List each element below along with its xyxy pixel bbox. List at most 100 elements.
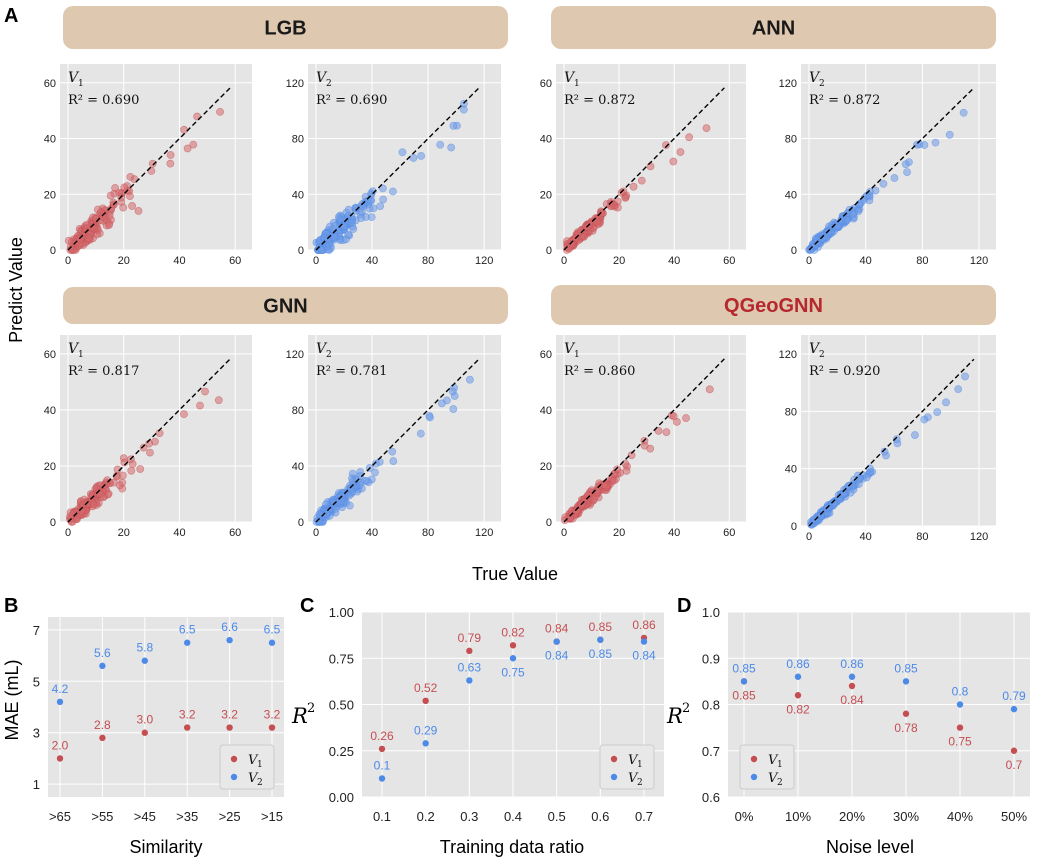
data-point bbox=[180, 410, 188, 419]
data-point bbox=[99, 734, 106, 742]
data-label: 3.2 bbox=[264, 708, 281, 722]
data-label: 4.2 bbox=[52, 682, 69, 696]
data-point bbox=[268, 724, 276, 731]
data-point bbox=[141, 657, 148, 664]
r2-annotation: R² = 0.817 bbox=[68, 364, 139, 379]
x-tick-label: 120 bbox=[475, 255, 493, 267]
data-point bbox=[685, 133, 694, 142]
data-point bbox=[105, 221, 113, 229]
subplot-label-main: V bbox=[809, 70, 821, 86]
data-point bbox=[115, 481, 124, 490]
y-tick-label: 80 bbox=[292, 405, 304, 417]
data-point bbox=[398, 148, 407, 157]
data-point bbox=[865, 464, 874, 473]
y-tick-label: 60 bbox=[44, 78, 56, 90]
data-point bbox=[509, 642, 517, 649]
data-point bbox=[372, 459, 380, 468]
panel-d: 0% 10% 20% 30% 40% 50%0.60.70.80.91.00.850.82… bbox=[702, 605, 1030, 824]
y-tick-label: 0 bbox=[791, 245, 797, 257]
subplot-label-sub: 1 bbox=[78, 79, 84, 89]
x-tick-label: >45 bbox=[134, 809, 156, 824]
subplot-label-sub: 2 bbox=[819, 79, 825, 89]
x-tick-label: 0.1 bbox=[373, 809, 391, 824]
y-tick-label: 120 bbox=[779, 78, 797, 90]
data-point bbox=[880, 447, 889, 456]
x-tick-label: 30% bbox=[893, 809, 919, 824]
subplot-label-sub: 1 bbox=[574, 350, 580, 360]
data-label: 0.85 bbox=[589, 620, 613, 634]
data-point bbox=[389, 187, 397, 196]
legend-label-sub: 2 bbox=[637, 778, 643, 788]
x-tick-label: 0.7 bbox=[635, 809, 653, 824]
identity-line bbox=[563, 87, 725, 251]
data-point bbox=[120, 183, 129, 192]
scatter-plot-qgeognn-v2: 0 40 80 120 0 40 80 120 V 2 R² = 0.920 bbox=[779, 335, 996, 543]
data-point bbox=[901, 160, 910, 169]
data-point bbox=[702, 124, 711, 133]
data-point bbox=[148, 159, 157, 168]
y-tick-label: 60 bbox=[540, 349, 552, 361]
data-point bbox=[344, 212, 353, 220]
x-tick-label: >55 bbox=[91, 809, 113, 824]
data-label: 5.6 bbox=[94, 646, 111, 660]
model-header-gnn bbox=[63, 287, 508, 324]
data-point bbox=[903, 168, 911, 176]
legend-marker bbox=[610, 755, 618, 763]
identity-line bbox=[67, 358, 231, 523]
y-tick-label: 40 bbox=[44, 405, 56, 417]
x-tick-label: 0.3 bbox=[460, 809, 478, 824]
data-label: 0.82 bbox=[501, 625, 525, 639]
data-point bbox=[1010, 705, 1018, 713]
y-tick-label: 120 bbox=[286, 349, 304, 361]
data-point bbox=[104, 489, 113, 498]
legend-label-sub: 2 bbox=[257, 778, 263, 788]
legend-box bbox=[599, 744, 655, 790]
data-point bbox=[920, 415, 929, 424]
data-point bbox=[848, 210, 857, 219]
data-point bbox=[323, 236, 332, 245]
legend-marker bbox=[230, 773, 238, 781]
data-point bbox=[448, 387, 457, 396]
data-point bbox=[599, 481, 608, 490]
c-x-axis-label: Training data ratio bbox=[440, 837, 584, 857]
panel-letter-c: C bbox=[300, 595, 314, 617]
data-point bbox=[376, 202, 385, 211]
data-label: 5.8 bbox=[136, 641, 153, 655]
x-tick-label: 80 bbox=[916, 255, 928, 267]
b-x-axis-label: Similarity bbox=[129, 837, 202, 857]
data-point bbox=[848, 682, 856, 690]
d-x-axis-label: Noise level bbox=[826, 837, 914, 857]
x-tick-label: 80 bbox=[422, 255, 434, 267]
data-label: 0.85 bbox=[589, 647, 613, 661]
subplot-label-main: V bbox=[316, 70, 328, 86]
legend-label-sub: 1 bbox=[777, 760, 783, 770]
identity-line bbox=[808, 87, 975, 251]
c-y-axis-label: R 2 bbox=[291, 701, 315, 728]
data-label: 0.86 bbox=[840, 657, 864, 671]
data-point bbox=[367, 189, 376, 198]
data-point bbox=[662, 141, 670, 150]
data-point bbox=[862, 473, 871, 482]
x-tick-label: 0 bbox=[65, 527, 71, 539]
data-point bbox=[166, 151, 175, 159]
identity-line bbox=[808, 358, 975, 527]
data-label: 0.85 bbox=[894, 661, 918, 675]
y-tick-label: 80 bbox=[785, 134, 797, 146]
b-y-axis-label: MAE (mL) bbox=[2, 660, 22, 741]
data-point bbox=[509, 655, 517, 662]
data-point bbox=[109, 198, 118, 207]
data-point bbox=[422, 740, 429, 747]
data-point bbox=[892, 435, 901, 444]
data-point bbox=[56, 755, 64, 762]
data-point bbox=[848, 673, 856, 680]
data-point bbox=[436, 140, 445, 149]
identity-line bbox=[315, 87, 480, 251]
x-tick-label: 40 bbox=[860, 255, 872, 267]
y-tick-label: 1 bbox=[33, 777, 40, 792]
data-label: 0.26 bbox=[370, 729, 394, 743]
data-point bbox=[597, 636, 604, 643]
data-point bbox=[378, 775, 386, 782]
